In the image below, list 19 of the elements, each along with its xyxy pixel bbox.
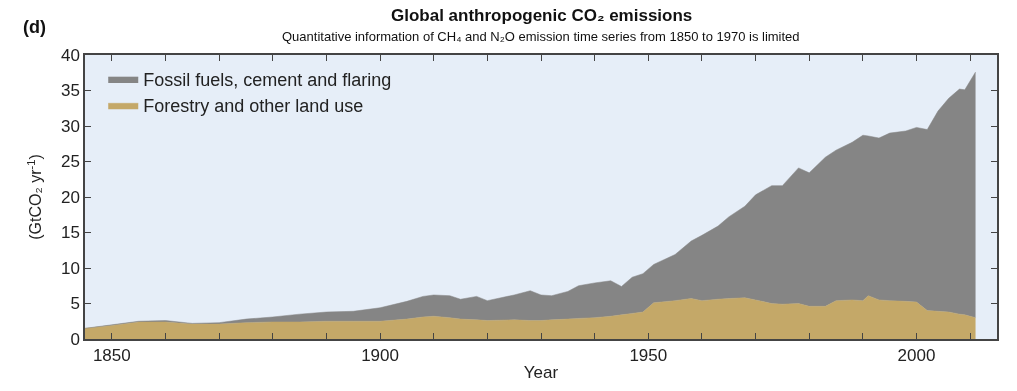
legend-label: Forestry and other land use — [143, 96, 364, 117]
x-axis-title: Year — [523, 363, 559, 383]
y-tick-label: 5 — [70, 294, 80, 314]
y-tick-label: 35 — [60, 81, 80, 101]
y-tick-label: 10 — [60, 258, 80, 278]
text: (d) — [23, 17, 46, 37]
chart-title: Global anthropogenic CO₂ emissions — [391, 6, 693, 25]
y-tick-label: 30 — [60, 116, 80, 136]
x-tick-label: 1950 — [629, 346, 668, 366]
x-tick-label: 1850 — [92, 346, 131, 366]
y-tick-label: 40 — [60, 45, 80, 65]
x-tick-label: 1900 — [361, 346, 399, 366]
y-tick-label: 0 — [70, 329, 80, 349]
y-tick-label: 20 — [60, 187, 80, 207]
chart-subtitle: Quantitative information of CH₄ and N₂O emission time series from 1850 to 1970 is limited — [282, 29, 800, 44]
x-tick-label: 2000 — [897, 346, 936, 366]
legend-label: Fossil fuels, cement and flaring — [143, 69, 392, 90]
y-tick-label: 15 — [60, 223, 80, 243]
y-tick-label: 25 — [60, 152, 80, 172]
